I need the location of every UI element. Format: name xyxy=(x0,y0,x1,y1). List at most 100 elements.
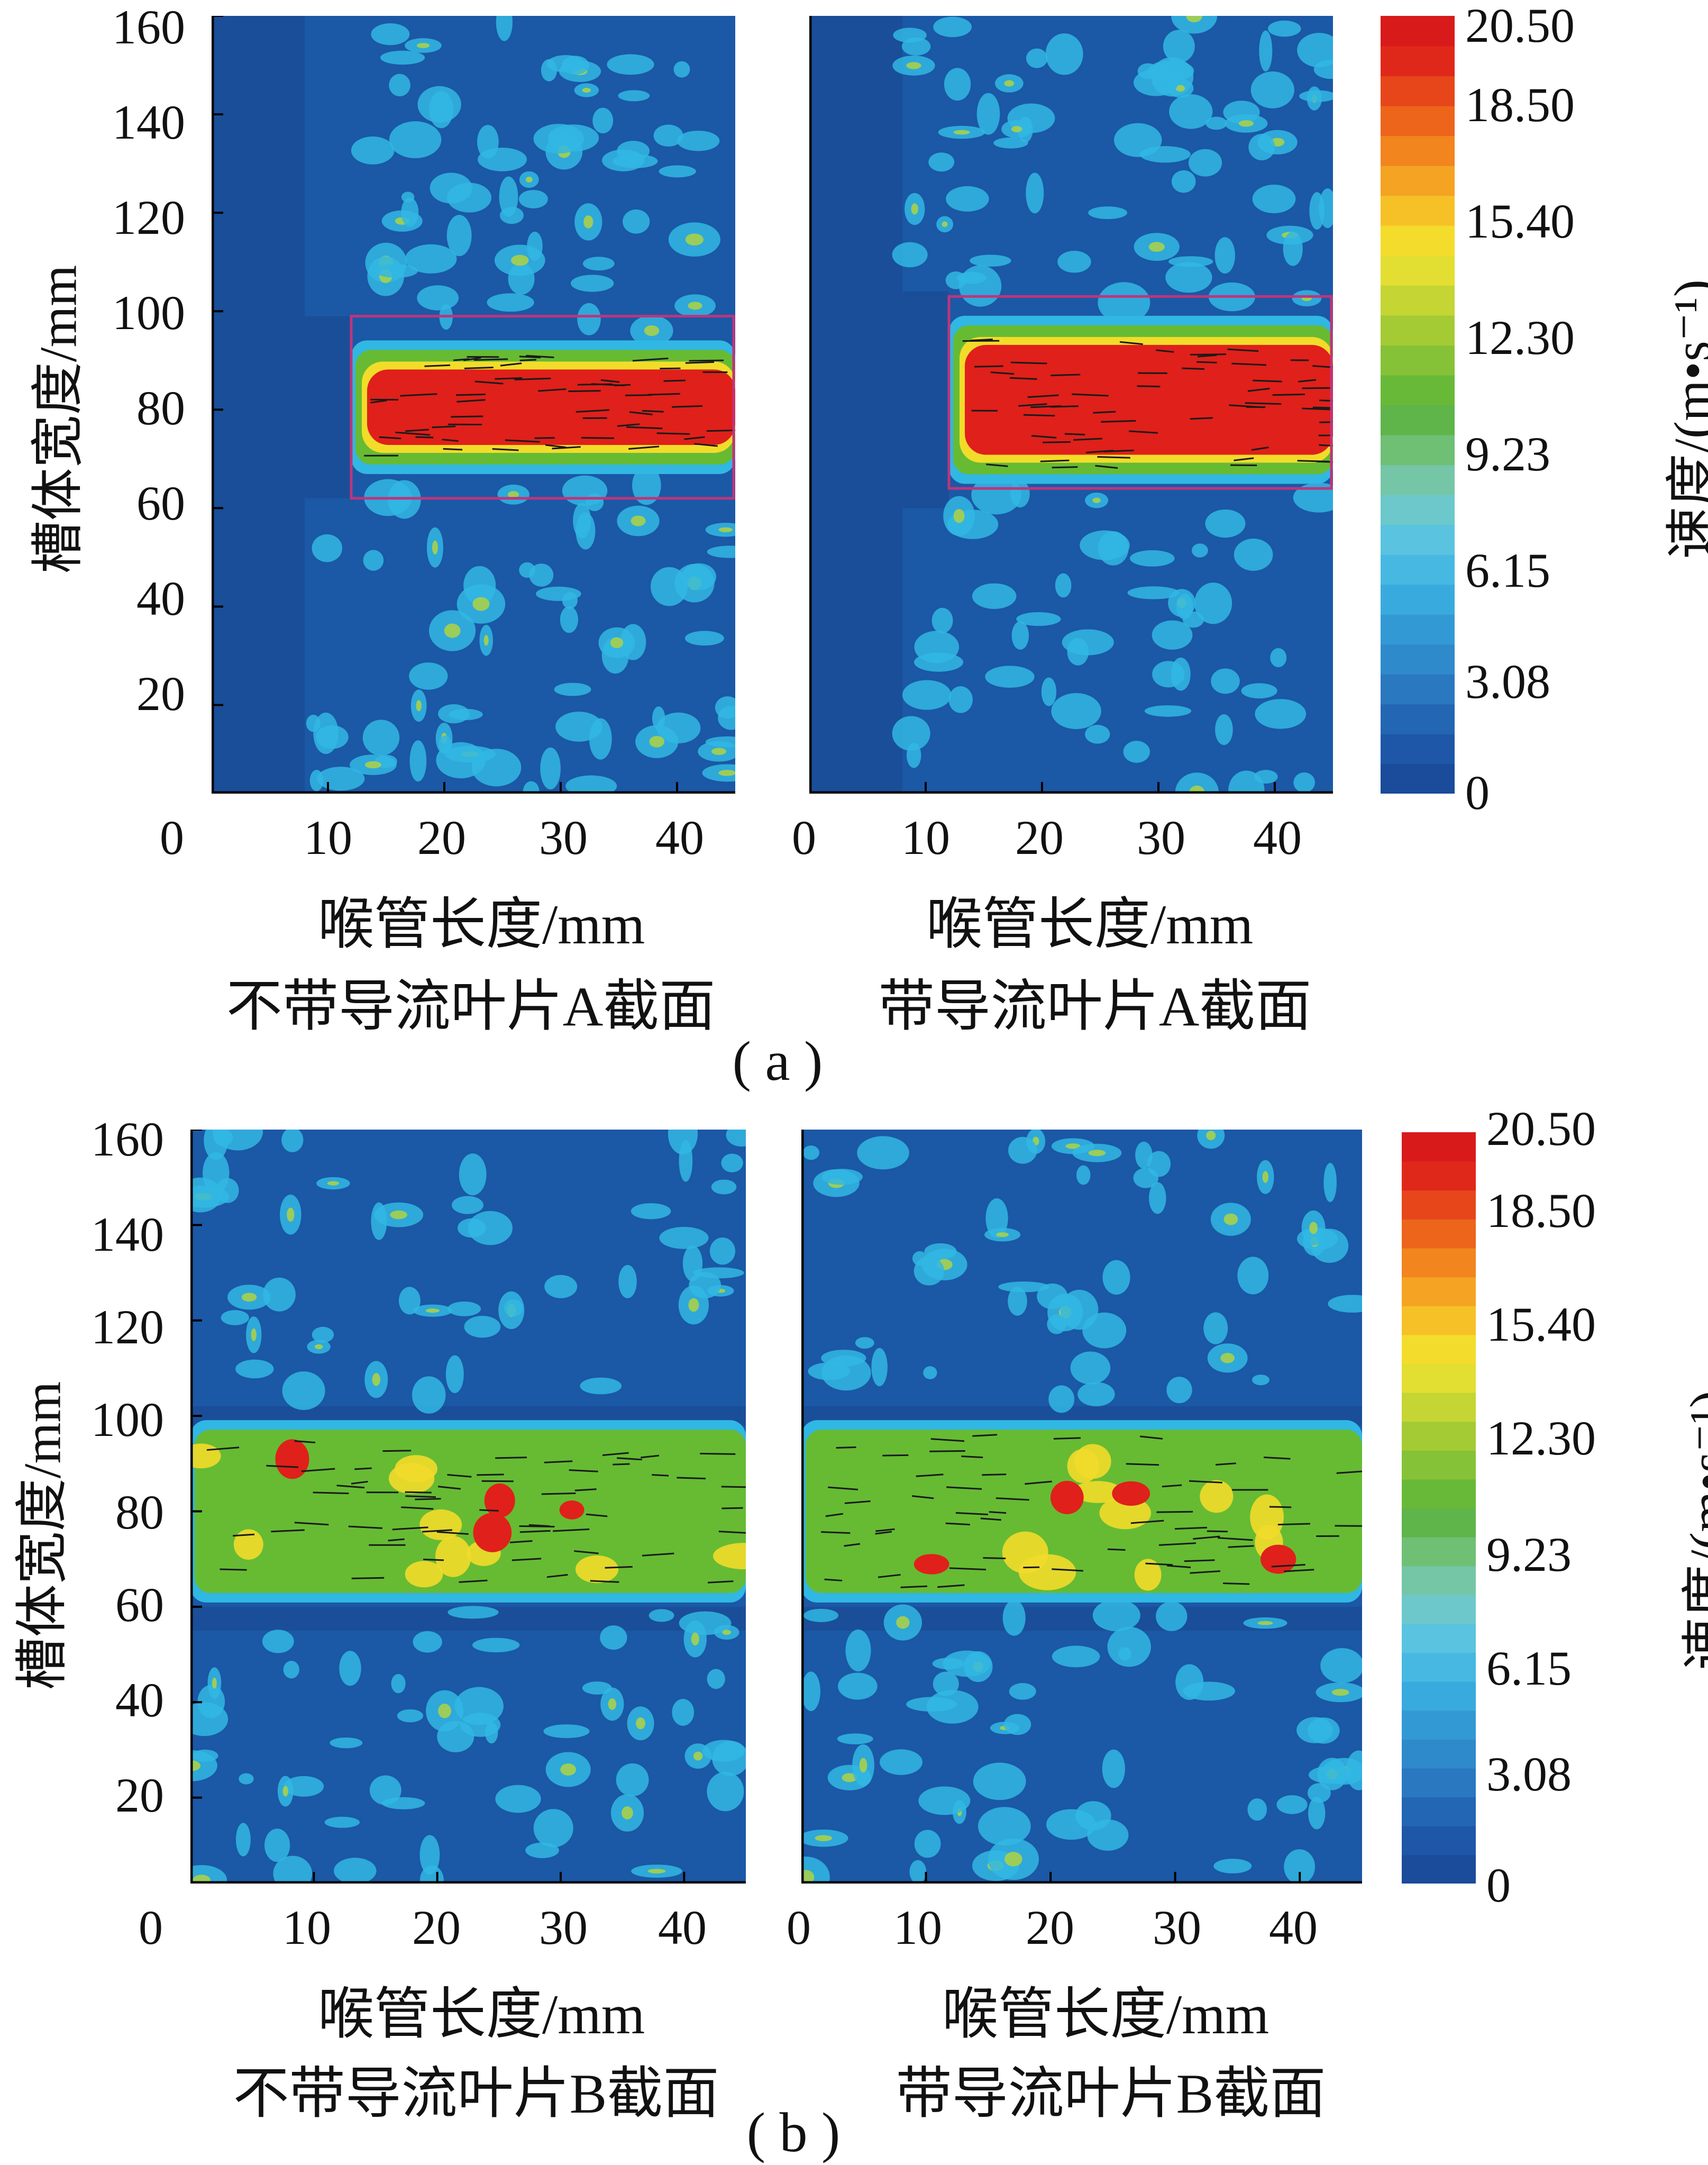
y-tick-label: 60 xyxy=(79,475,185,531)
flow-blob xyxy=(838,1673,878,1700)
flow-blob xyxy=(560,606,578,633)
flow-blob xyxy=(896,1616,909,1629)
x-axis-title: 喉管长度/mm xyxy=(926,878,1253,960)
flow-blob xyxy=(1088,206,1127,219)
flow-blob xyxy=(928,152,954,171)
colorbar-band xyxy=(1402,1566,1476,1595)
flow-blob xyxy=(582,1681,612,1695)
colorbar-band xyxy=(1402,1508,1476,1538)
flow-blob xyxy=(1071,1351,1111,1384)
velocity-vector xyxy=(423,1559,444,1560)
colorbar-title: 速度/(m•s⁻¹) xyxy=(1649,250,1708,589)
flow-blob xyxy=(212,1678,217,1689)
colorbar-band xyxy=(1381,106,1455,137)
flow-blob xyxy=(446,1356,464,1393)
flow-blob xyxy=(370,1776,401,1805)
flow-blob xyxy=(1012,621,1029,650)
flow-blob xyxy=(702,1740,745,1761)
colorbar-band xyxy=(1402,1393,1476,1422)
flow-blob xyxy=(589,718,612,759)
flow-blob xyxy=(371,1203,387,1240)
flow-blob xyxy=(618,90,650,101)
flow-blob xyxy=(363,550,384,570)
flow-blob xyxy=(1004,1852,1022,1866)
flow-blob xyxy=(918,1786,970,1815)
flow-blob xyxy=(722,1630,731,1635)
y-tick-label: 80 xyxy=(79,380,185,436)
flow-blob xyxy=(1010,480,1030,507)
flow-blob xyxy=(540,748,561,789)
flow-blob xyxy=(1169,94,1212,129)
flow-blob xyxy=(375,264,417,278)
flow-blob xyxy=(993,138,1028,149)
flow-blob xyxy=(1241,683,1277,698)
colorbar-band xyxy=(1402,1595,1476,1624)
flow-blob xyxy=(618,1265,637,1298)
colorbar-band xyxy=(1402,1797,1476,1826)
flow-blob xyxy=(973,1763,1026,1800)
flow-blob xyxy=(1189,149,1222,177)
flow-blob xyxy=(397,1709,423,1723)
velocity-vector xyxy=(1023,1567,1039,1568)
velocity-vector xyxy=(1207,1531,1228,1532)
flow-blob xyxy=(954,509,965,523)
flow-blob xyxy=(413,1631,442,1653)
flow-blob xyxy=(946,186,989,212)
flow-blob xyxy=(1134,69,1179,96)
x-tick-label: 0 xyxy=(792,809,816,866)
colorbar-band xyxy=(1402,1710,1476,1740)
flow-blob xyxy=(631,1203,671,1219)
flow-blob xyxy=(1259,31,1272,71)
flow-blob xyxy=(907,743,921,768)
y-tick-label: 140 xyxy=(58,1206,164,1262)
x-tick-label: 20 xyxy=(412,1899,461,1955)
flow-blob xyxy=(1046,33,1083,75)
flow-blob xyxy=(972,584,1017,609)
subplot-caption: 不带导流叶片B截面 xyxy=(233,2048,719,2129)
flow-blob xyxy=(534,1809,573,1847)
y-tick-label: 120 xyxy=(58,1299,164,1355)
flow-blob xyxy=(426,1308,440,1313)
flow-blob xyxy=(631,515,645,526)
flow-blob xyxy=(688,1298,699,1312)
flow-blob xyxy=(933,17,972,38)
flow-blob xyxy=(970,254,1011,267)
velocity-vector xyxy=(821,1532,850,1533)
velocity-vector xyxy=(451,416,483,417)
flow-blob xyxy=(1108,1627,1151,1667)
flow-blob xyxy=(504,1299,523,1317)
colorbar-band xyxy=(1402,1421,1476,1451)
colorbar-band xyxy=(1402,1479,1476,1508)
flow-blob xyxy=(622,1806,633,1820)
jet-peak-spot xyxy=(275,1439,309,1479)
flow-blob xyxy=(659,165,696,177)
velocity-vector xyxy=(1051,375,1080,376)
velocity-vector xyxy=(989,1512,1006,1513)
x-tick-label: 30 xyxy=(539,809,588,866)
flow-blob xyxy=(610,638,623,648)
flow-blob xyxy=(447,1302,481,1316)
flow-blob xyxy=(1008,1287,1027,1316)
x-axis-title: 喉管长度/mm xyxy=(318,1968,645,2050)
flow-blob xyxy=(1118,1647,1131,1660)
flow-blob xyxy=(560,1763,576,1776)
flow-blob xyxy=(410,740,427,781)
flow-blob xyxy=(339,1651,361,1686)
colorbar-band xyxy=(1402,1768,1476,1798)
flow-blob xyxy=(674,61,690,78)
velocity-vector xyxy=(1245,403,1281,404)
jet-hotspot xyxy=(576,1555,618,1583)
flow-blob xyxy=(815,1835,832,1841)
flow-blob xyxy=(519,562,535,578)
flow-blob xyxy=(363,720,399,756)
flow-blob xyxy=(718,527,733,532)
flow-blob xyxy=(577,303,600,335)
velocity-vector xyxy=(1126,1464,1159,1465)
velocity-vector xyxy=(1108,1549,1126,1550)
colorbar-tick-label: 12.30 xyxy=(1486,1410,1596,1466)
flow-blob xyxy=(351,137,395,165)
flow-blob xyxy=(914,653,963,672)
flow-blob xyxy=(1172,170,1196,193)
x-tick-label: 0 xyxy=(160,809,184,866)
velocity-vector xyxy=(405,1496,436,1497)
